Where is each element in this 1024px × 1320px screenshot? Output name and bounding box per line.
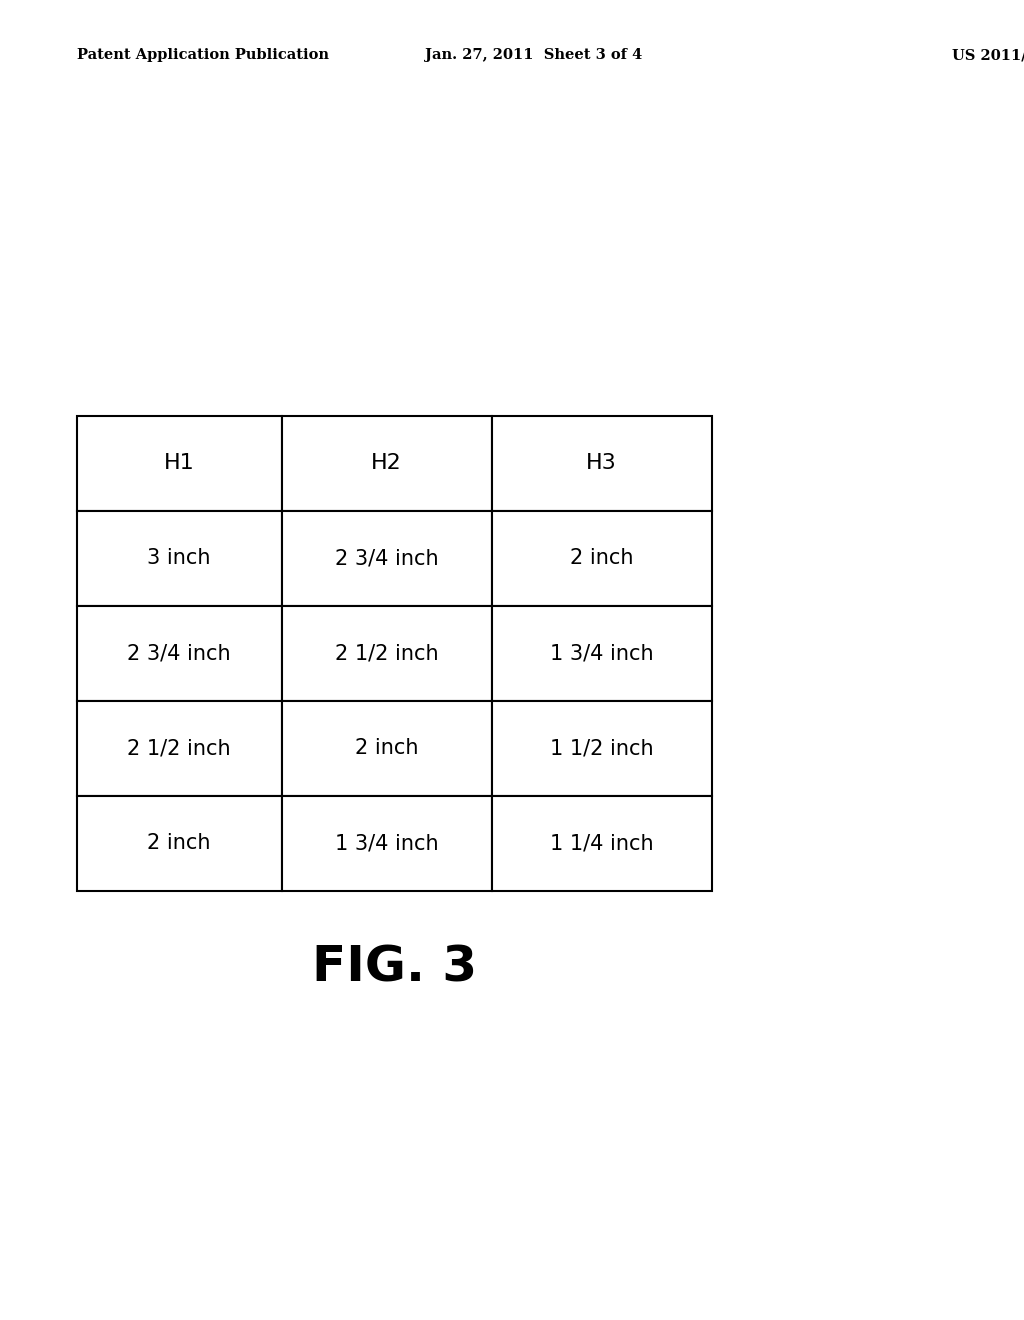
Text: 1 3/4 inch: 1 3/4 inch — [550, 643, 653, 664]
Bar — [282, 606, 492, 701]
Bar — [282, 701, 492, 796]
Text: H2: H2 — [371, 453, 402, 474]
Text: 2 inch: 2 inch — [354, 738, 419, 759]
Text: 1 1/2 inch: 1 1/2 inch — [550, 738, 653, 759]
Text: 2 inch: 2 inch — [569, 548, 634, 569]
Text: 2 3/4 inch: 2 3/4 inch — [127, 643, 231, 664]
Text: Jan. 27, 2011  Sheet 3 of 4: Jan. 27, 2011 Sheet 3 of 4 — [425, 49, 642, 62]
Text: 1 1/4 inch: 1 1/4 inch — [550, 833, 653, 854]
Text: 1 3/4 inch: 1 3/4 inch — [335, 833, 438, 854]
Text: 2 inch: 2 inch — [147, 833, 211, 854]
Bar — [492, 796, 712, 891]
Text: 2 3/4 inch: 2 3/4 inch — [335, 548, 438, 569]
Text: H3: H3 — [586, 453, 617, 474]
Text: US 2011/0020567 A1: US 2011/0020567 A1 — [952, 49, 1024, 62]
Bar — [282, 796, 492, 891]
Text: 2 1/2 inch: 2 1/2 inch — [335, 643, 438, 664]
Bar — [77, 606, 282, 701]
Text: 3 inch: 3 inch — [147, 548, 211, 569]
Text: H1: H1 — [164, 453, 195, 474]
Bar — [282, 511, 492, 606]
Bar — [492, 416, 712, 511]
Text: 2 1/2 inch: 2 1/2 inch — [127, 738, 231, 759]
Bar — [492, 606, 712, 701]
Bar — [492, 511, 712, 606]
Bar — [77, 701, 282, 796]
Bar — [282, 416, 492, 511]
Bar — [77, 416, 282, 511]
Text: FIG. 3: FIG. 3 — [311, 944, 477, 991]
Bar — [77, 796, 282, 891]
Bar — [77, 511, 282, 606]
Bar — [492, 701, 712, 796]
Text: Patent Application Publication: Patent Application Publication — [77, 49, 329, 62]
